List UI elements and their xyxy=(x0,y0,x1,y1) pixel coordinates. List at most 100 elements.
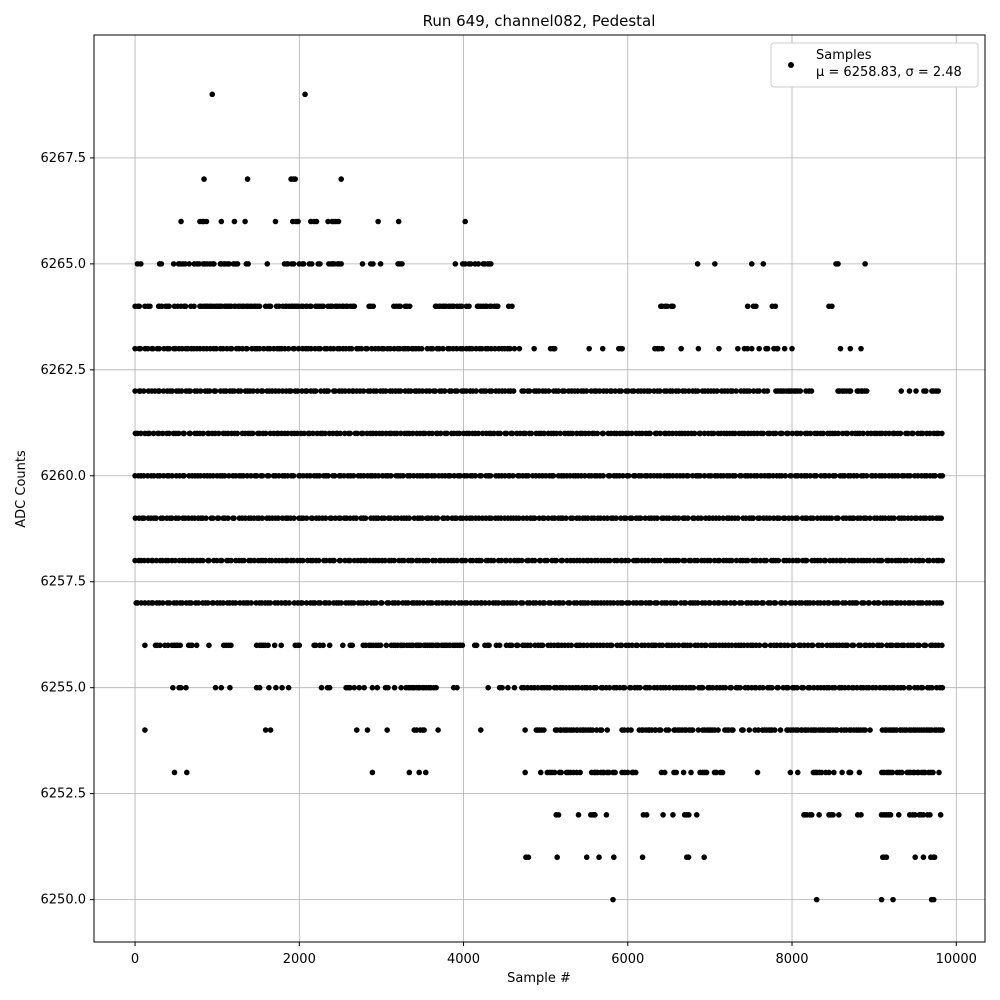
sample-point xyxy=(432,557,439,564)
sample-point xyxy=(627,684,634,691)
sample-point xyxy=(898,388,905,394)
sample-point xyxy=(473,642,480,649)
sample-point xyxy=(782,472,789,479)
sample-point xyxy=(619,345,625,352)
sample-point xyxy=(604,515,611,521)
sample-point xyxy=(629,642,635,649)
sample-point xyxy=(610,600,617,606)
sample-point xyxy=(398,430,404,437)
sample-point xyxy=(584,642,591,649)
sample-point xyxy=(750,515,757,521)
x-tick-label: 4000 xyxy=(447,952,480,967)
y-axis-label: ADC Counts xyxy=(14,450,29,528)
sample-point xyxy=(488,388,495,394)
sample-point xyxy=(406,303,413,310)
sample-point xyxy=(193,642,200,649)
sample-point xyxy=(347,684,353,691)
sample-point xyxy=(891,515,897,521)
sample-point xyxy=(259,515,266,521)
sample-point xyxy=(628,430,635,437)
sample-point xyxy=(554,854,560,861)
sample-point xyxy=(394,515,401,521)
sample-point xyxy=(863,472,870,479)
sample-point xyxy=(614,557,620,564)
sample-point xyxy=(551,515,558,521)
sample-point xyxy=(729,557,735,564)
sample-point xyxy=(932,472,938,479)
sample-point xyxy=(227,684,233,691)
sample-point xyxy=(429,600,435,606)
y-tick-label: 6265.0 xyxy=(41,257,87,272)
sample-point xyxy=(890,896,896,903)
sample-point xyxy=(544,557,550,564)
sample-point xyxy=(635,557,641,564)
sample-point xyxy=(441,388,448,394)
sample-point xyxy=(138,430,144,437)
sample-point xyxy=(844,430,851,437)
sample-point xyxy=(673,600,679,606)
sample-point xyxy=(886,430,892,437)
sample-point xyxy=(720,515,726,521)
sample-point xyxy=(733,388,739,394)
sample-point xyxy=(834,727,840,733)
sample-point xyxy=(889,642,896,649)
legend-box xyxy=(770,42,979,88)
sample-point xyxy=(937,812,944,818)
sample-point xyxy=(253,472,260,479)
sample-point xyxy=(510,472,516,479)
sample-point xyxy=(382,557,388,564)
sample-point xyxy=(360,472,367,479)
sample-point xyxy=(158,261,165,267)
sample-point xyxy=(477,727,484,733)
sample-point xyxy=(210,472,216,479)
sample-point xyxy=(497,430,504,437)
sample-point xyxy=(169,388,175,394)
sample-point xyxy=(166,430,172,437)
sample-point xyxy=(754,769,761,776)
sample-point xyxy=(753,303,759,310)
sample-point xyxy=(687,642,694,649)
sample-point xyxy=(583,854,590,861)
sample-point xyxy=(256,345,263,352)
sample-point xyxy=(250,388,256,394)
sample-point xyxy=(906,388,913,394)
sample-point xyxy=(242,218,248,225)
sample-point xyxy=(546,684,553,691)
sample-point xyxy=(910,430,916,437)
sample-point xyxy=(379,600,385,606)
sample-point xyxy=(691,430,698,437)
sample-point xyxy=(475,261,482,267)
sample-point xyxy=(628,727,634,733)
sample-point xyxy=(912,854,918,861)
sample-point xyxy=(723,600,730,606)
y-axis-ticks: 6250.0 6252.5 6255.0 6257.5 6260.0 6262.5 6265… xyxy=(41,151,94,908)
sample-point xyxy=(276,303,282,310)
sample-point xyxy=(813,896,820,903)
sample-point xyxy=(826,472,832,479)
sample-point xyxy=(320,303,327,310)
sample-point xyxy=(912,812,918,818)
sample-point xyxy=(181,472,187,479)
sample-point xyxy=(150,345,156,352)
sample-point xyxy=(183,684,189,691)
sample-point xyxy=(841,557,848,564)
sample-point xyxy=(639,600,645,606)
sample-point xyxy=(923,388,929,394)
sample-point xyxy=(251,557,258,564)
sample-point xyxy=(832,472,838,479)
sample-point xyxy=(303,515,310,521)
sample-point xyxy=(625,472,632,479)
sample-point xyxy=(316,472,323,479)
sample-point xyxy=(716,600,723,606)
sample-point xyxy=(248,600,255,606)
sample-point xyxy=(639,854,646,861)
sample-point xyxy=(170,261,177,267)
sample-point xyxy=(195,600,202,606)
sample-point xyxy=(754,472,760,479)
sample-point xyxy=(861,600,867,606)
sample-point xyxy=(156,345,163,352)
sample-point xyxy=(419,515,426,521)
sample-point xyxy=(486,600,493,606)
sample-point xyxy=(182,261,188,267)
sample-point xyxy=(328,515,335,521)
